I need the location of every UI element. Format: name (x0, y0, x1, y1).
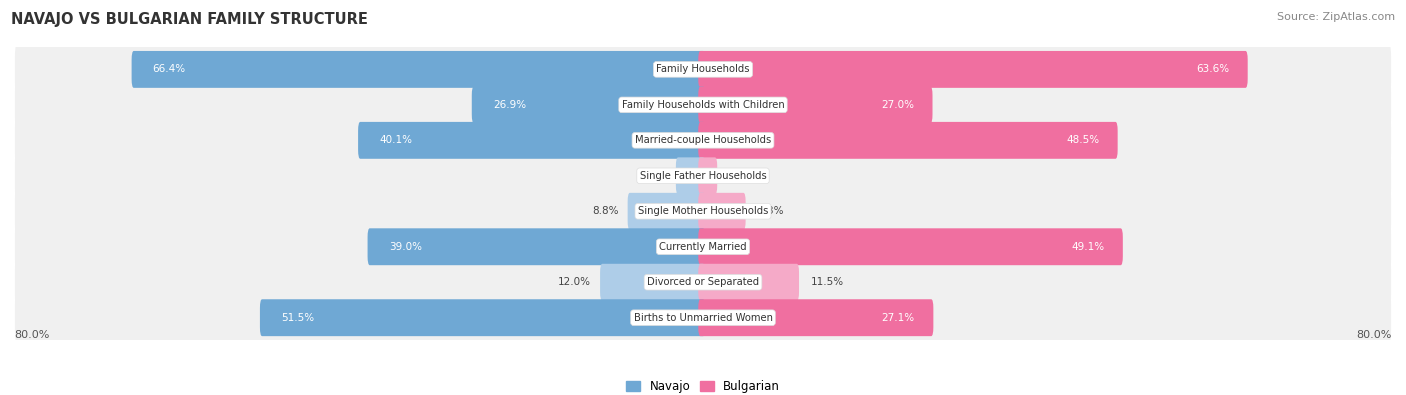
FancyBboxPatch shape (132, 51, 706, 88)
Text: 66.4%: 66.4% (153, 64, 186, 74)
FancyBboxPatch shape (699, 264, 799, 301)
Text: 3.2%: 3.2% (640, 171, 666, 181)
Text: 80.0%: 80.0% (1357, 330, 1392, 340)
Text: Single Father Households: Single Father Households (640, 171, 766, 181)
FancyBboxPatch shape (15, 113, 1391, 167)
Text: 51.5%: 51.5% (281, 313, 314, 323)
Text: Married-couple Households: Married-couple Households (636, 135, 770, 145)
FancyBboxPatch shape (472, 87, 706, 123)
Text: 39.0%: 39.0% (388, 242, 422, 252)
FancyBboxPatch shape (15, 78, 1391, 132)
FancyBboxPatch shape (699, 228, 1123, 265)
FancyBboxPatch shape (699, 51, 1247, 88)
Text: 12.0%: 12.0% (558, 277, 591, 287)
FancyBboxPatch shape (699, 193, 745, 230)
Text: 27.1%: 27.1% (882, 313, 915, 323)
FancyBboxPatch shape (359, 122, 706, 159)
Text: 63.6%: 63.6% (1197, 64, 1229, 74)
FancyBboxPatch shape (15, 255, 1391, 309)
Text: 48.5%: 48.5% (1066, 135, 1099, 145)
Text: Family Households with Children: Family Households with Children (621, 100, 785, 110)
Text: 11.5%: 11.5% (811, 277, 844, 287)
FancyBboxPatch shape (600, 264, 706, 301)
FancyBboxPatch shape (15, 184, 1391, 238)
Text: Currently Married: Currently Married (659, 242, 747, 252)
FancyBboxPatch shape (699, 299, 934, 336)
Text: Single Mother Households: Single Mother Households (638, 206, 768, 216)
FancyBboxPatch shape (15, 149, 1391, 203)
Text: 27.0%: 27.0% (882, 100, 914, 110)
Legend: Navajo, Bulgarian: Navajo, Bulgarian (621, 376, 785, 395)
Text: 8.8%: 8.8% (592, 206, 619, 216)
Text: Divorced or Separated: Divorced or Separated (647, 277, 759, 287)
FancyBboxPatch shape (15, 291, 1391, 345)
Text: 26.9%: 26.9% (494, 100, 526, 110)
Text: Source: ZipAtlas.com: Source: ZipAtlas.com (1277, 12, 1395, 22)
Text: 49.1%: 49.1% (1071, 242, 1104, 252)
Text: NAVAJO VS BULGARIAN FAMILY STRUCTURE: NAVAJO VS BULGARIAN FAMILY STRUCTURE (11, 12, 368, 27)
FancyBboxPatch shape (699, 122, 1118, 159)
FancyBboxPatch shape (627, 193, 706, 230)
Text: Family Households: Family Households (657, 64, 749, 74)
Text: 80.0%: 80.0% (14, 330, 49, 340)
FancyBboxPatch shape (260, 299, 706, 336)
Text: 2.0%: 2.0% (728, 171, 755, 181)
FancyBboxPatch shape (699, 87, 932, 123)
FancyBboxPatch shape (15, 42, 1391, 96)
Text: 5.3%: 5.3% (758, 206, 783, 216)
FancyBboxPatch shape (699, 157, 717, 194)
FancyBboxPatch shape (676, 157, 706, 194)
Text: Births to Unmarried Women: Births to Unmarried Women (634, 313, 772, 323)
FancyBboxPatch shape (15, 220, 1391, 274)
Text: 40.1%: 40.1% (380, 135, 412, 145)
FancyBboxPatch shape (367, 228, 706, 265)
